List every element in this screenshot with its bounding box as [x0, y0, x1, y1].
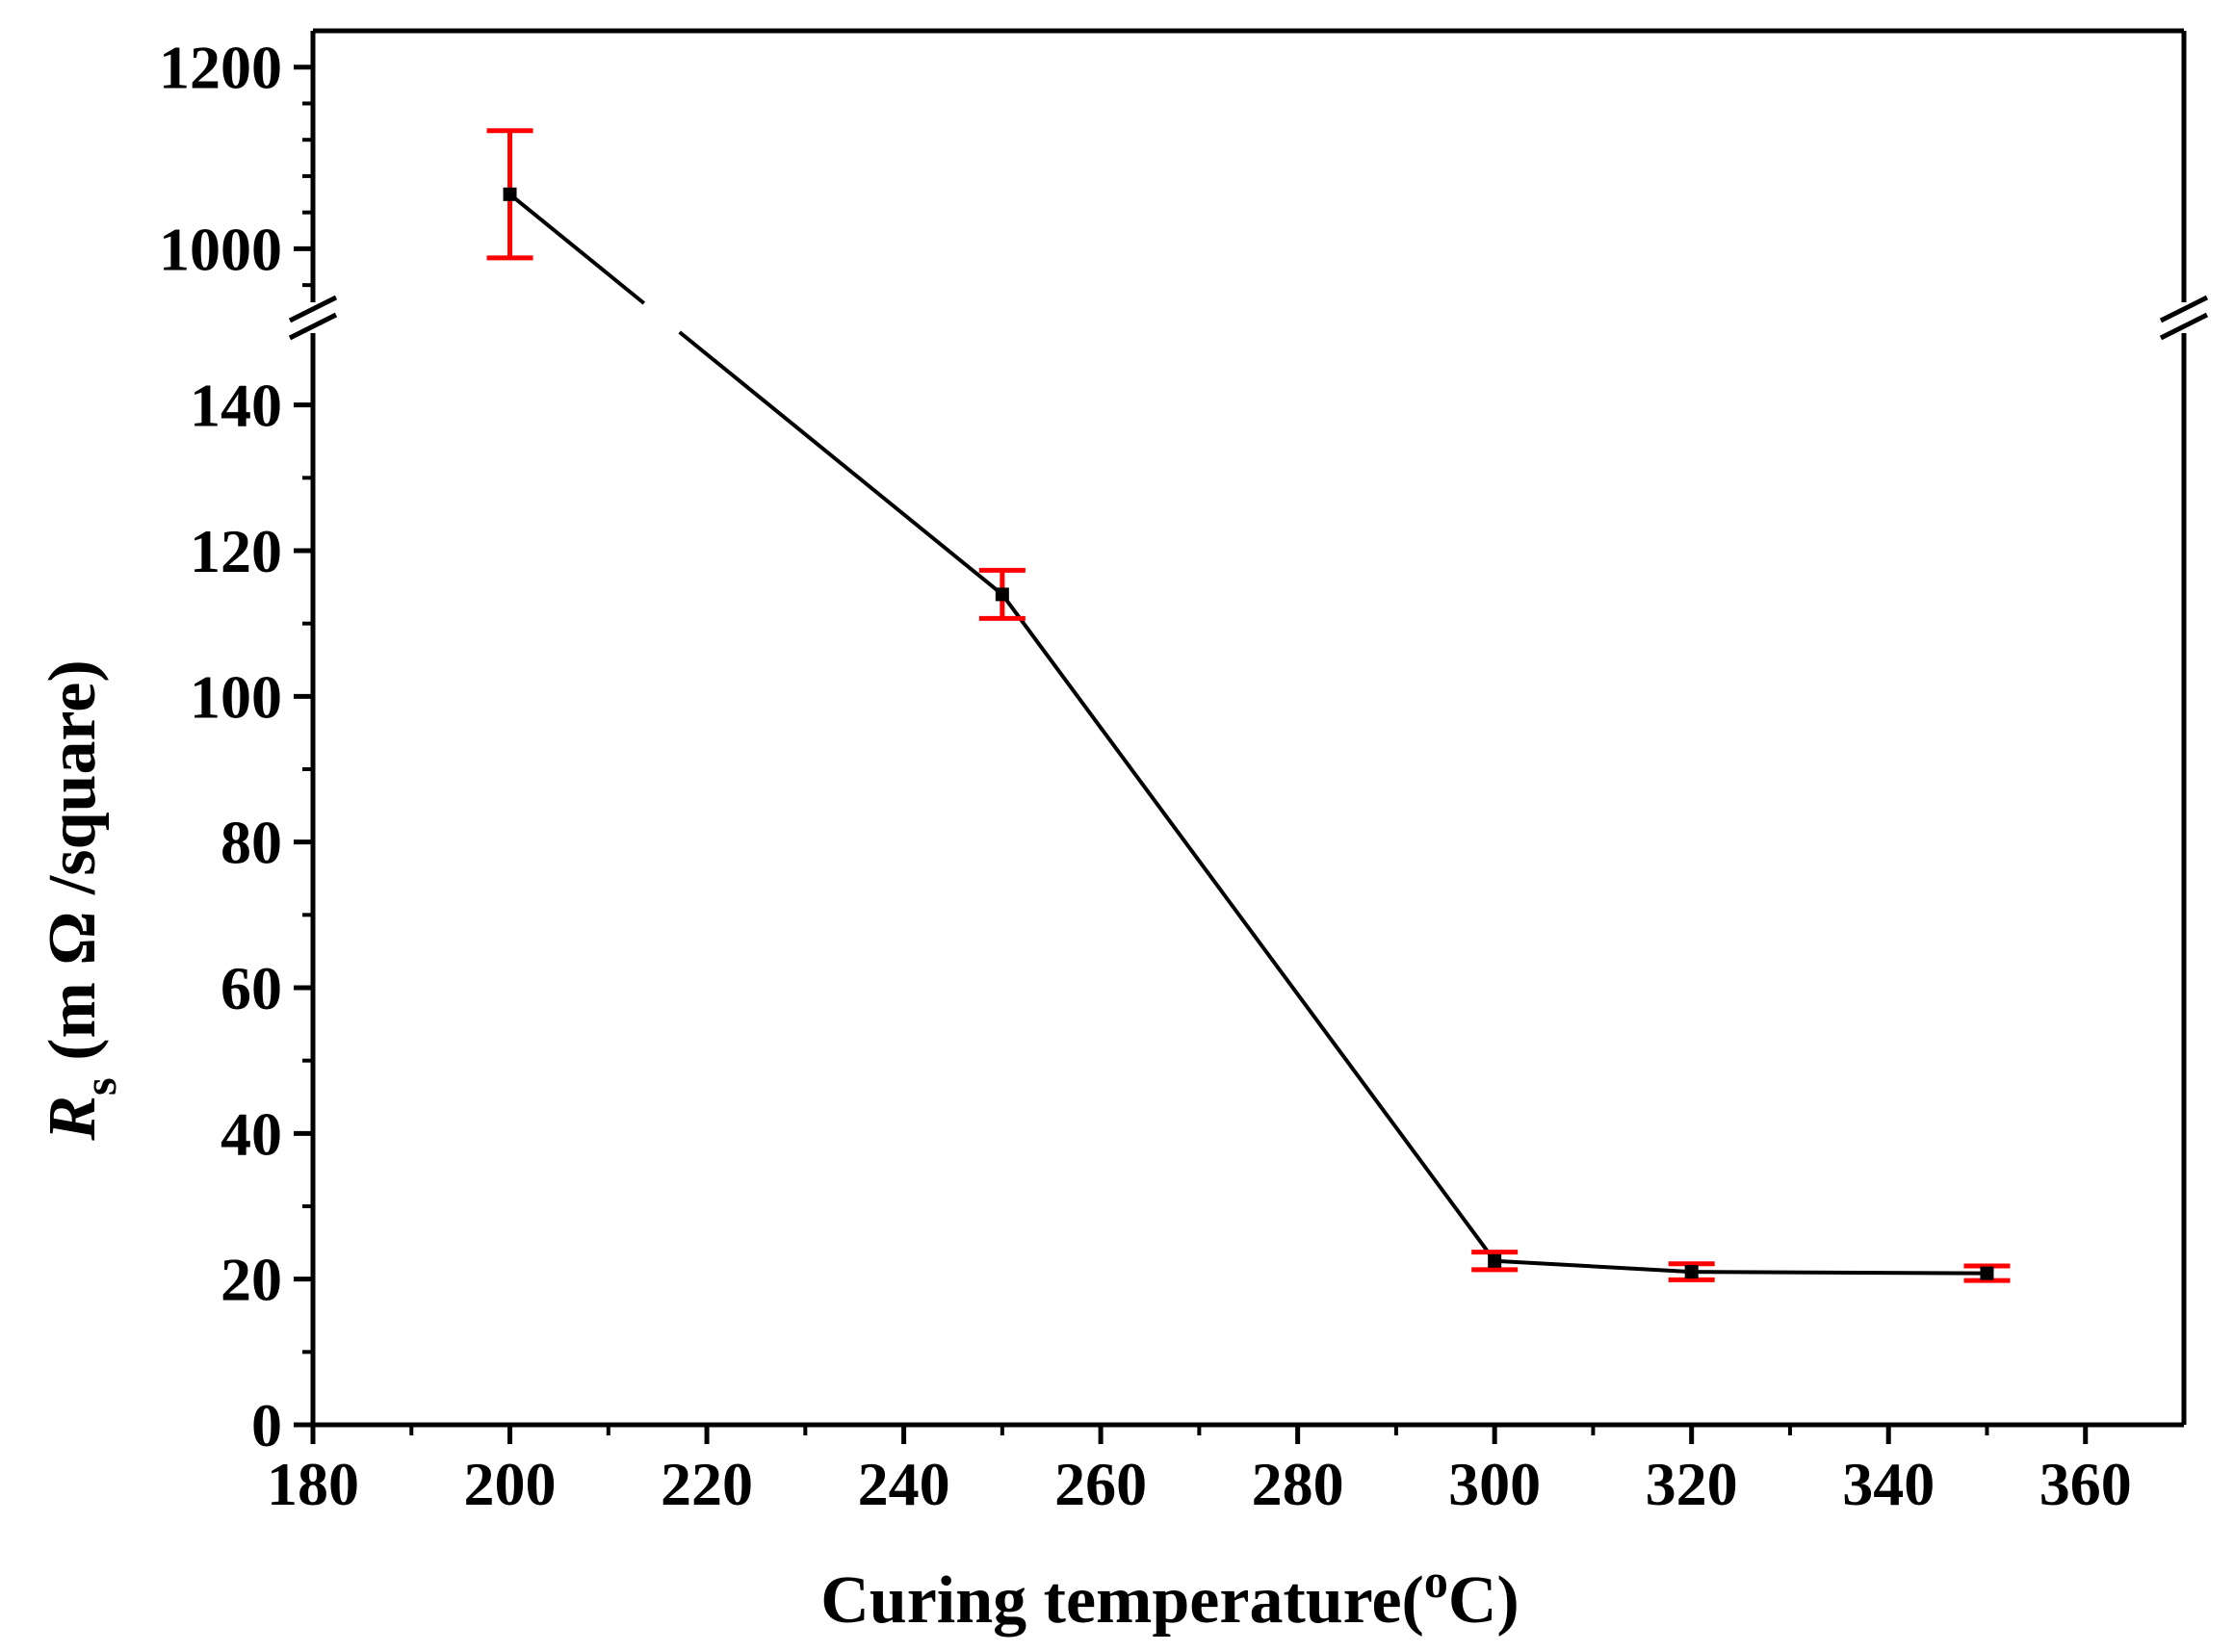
x-tick-label: 240: [858, 1450, 950, 1518]
data-series: [486, 128, 2011, 1283]
series-line-segment: [1691, 1270, 1987, 1276]
y-tick-label: 40: [221, 1099, 282, 1168]
data-point: [1980, 1266, 1994, 1280]
x-tick-label: 360: [2039, 1450, 2132, 1518]
x-tick-label: 180: [267, 1450, 359, 1518]
axis-labels: Curing temperature(oC) Rs (m Ω /square): [36, 659, 1520, 1638]
x-tick-label: 200: [464, 1450, 557, 1518]
data-point: [503, 187, 517, 201]
y-axis-title: Rs (m Ω /square): [36, 659, 126, 1141]
axes: 180 200 220 240 260 280 300 320 340 360 0 20 40 60 80 1…: [159, 28, 2209, 1518]
y-tick-label: 140: [190, 372, 282, 440]
y-tick-label: 120: [190, 517, 282, 585]
data-point: [1684, 1265, 1699, 1279]
series-line-segment: [508, 193, 646, 305]
y-tick-label: 1000: [159, 215, 282, 283]
y-tick-label: 0: [251, 1391, 282, 1459]
x-axis-title: Curing temperature(oC): [820, 1554, 1520, 1638]
left-axis-break-mark: [288, 312, 338, 341]
right-axis-break-mark: [2159, 312, 2209, 341]
x-tick-label: 320: [1646, 1450, 1738, 1518]
x-tick-label: 340: [1842, 1450, 1935, 1518]
y-tick-label: 1200: [159, 34, 282, 102]
data-point: [995, 587, 1009, 602]
y-tick-label: 60: [221, 954, 282, 1022]
x-tick-label: 220: [661, 1450, 753, 1518]
right-axis-break-mark: [2159, 295, 2209, 323]
series-line-segment: [1494, 1258, 1692, 1275]
series-line-segment: [678, 330, 1004, 596]
series-line-segment: [1000, 593, 1496, 1262]
left-axis-break-mark: [288, 295, 338, 323]
x-tick-label: 260: [1054, 1450, 1147, 1518]
y-tick-label: 80: [221, 809, 282, 877]
x-tick-label: 280: [1252, 1450, 1344, 1518]
data-point: [1488, 1253, 1502, 1268]
y-tick-label: 100: [190, 662, 282, 731]
x-tick-label: 300: [1448, 1450, 1541, 1518]
y-tick-label: 20: [221, 1246, 282, 1314]
